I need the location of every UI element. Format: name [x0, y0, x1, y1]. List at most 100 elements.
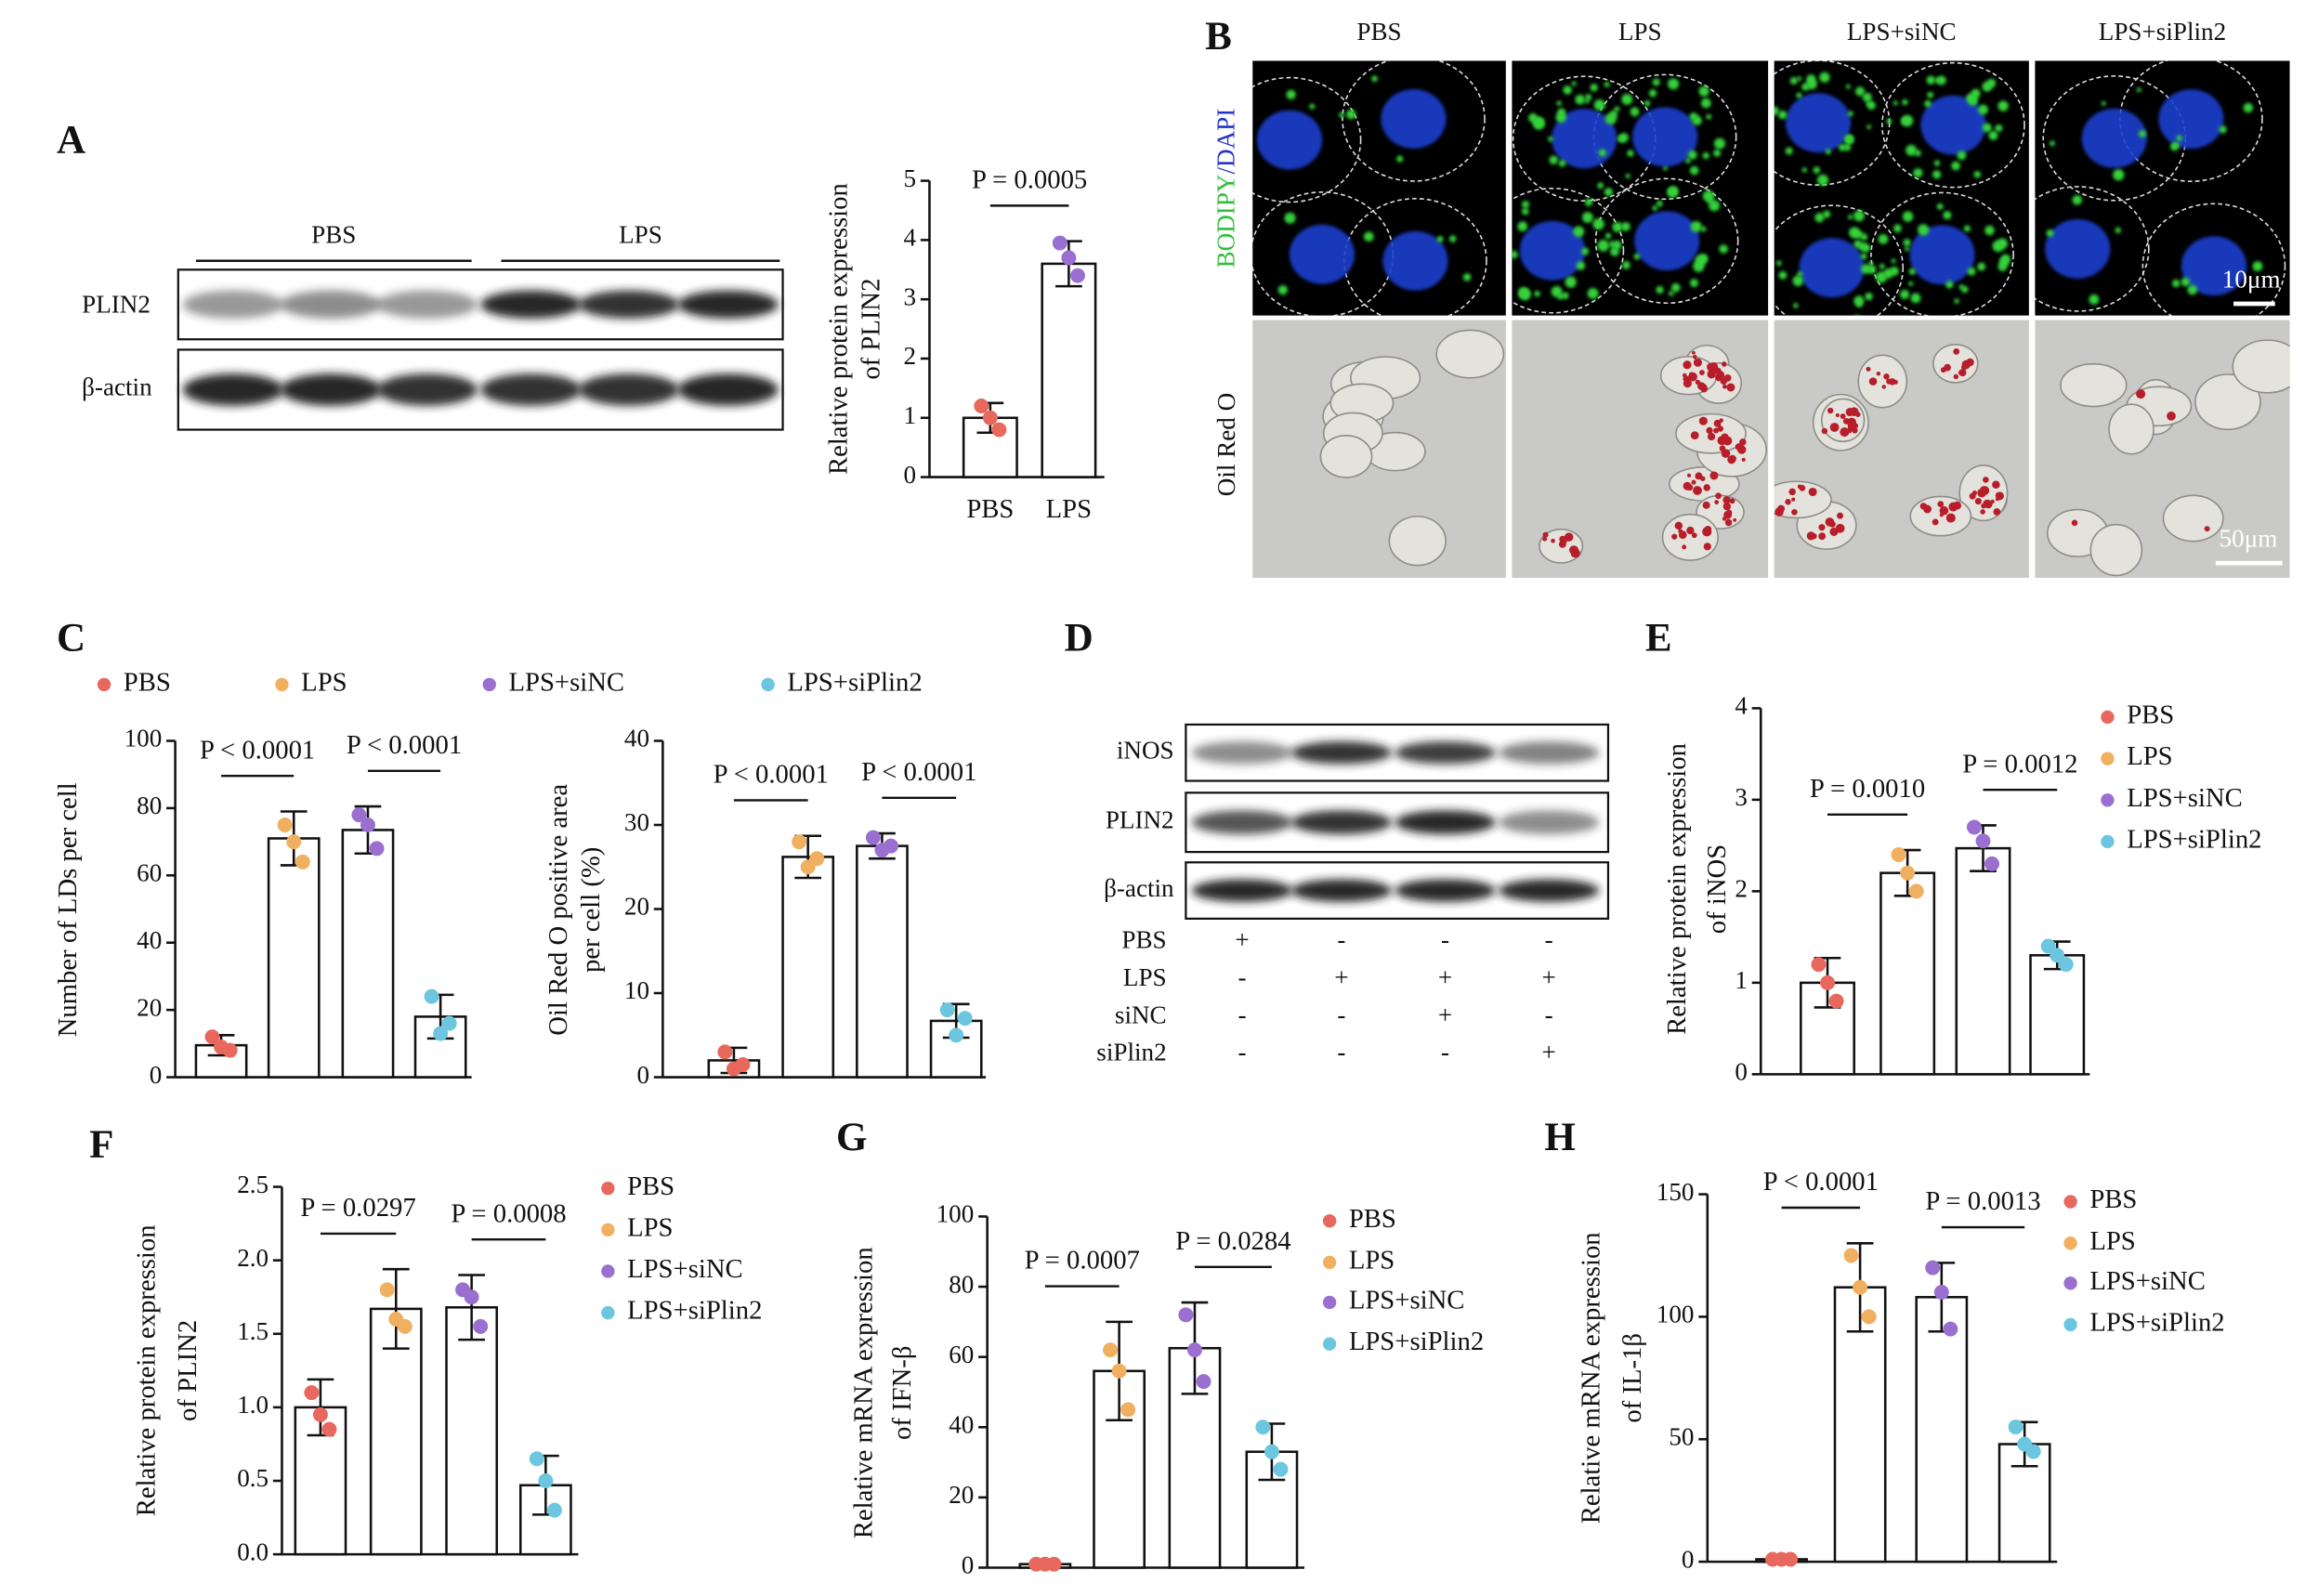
lipid-droplet — [1556, 100, 1562, 106]
lipid-droplet — [1555, 111, 1566, 123]
data-point — [379, 1282, 395, 1298]
lipid-droplet — [2000, 254, 2010, 264]
lipid-droplet — [1988, 130, 1998, 140]
y-tick-label: 2 — [1735, 875, 1748, 903]
lipid-droplet — [1284, 212, 1296, 224]
red-droplet — [1726, 509, 1733, 516]
lipid-droplet — [1792, 275, 1803, 286]
nucleus — [2158, 89, 2224, 150]
legend-label: LPS+siPlin2 — [627, 1296, 762, 1326]
error-bar — [382, 1267, 410, 1350]
lipid-droplet — [1364, 231, 1374, 242]
lipid-droplet — [1860, 233, 1868, 241]
red-droplet — [1971, 490, 1978, 496]
fluorescence-image — [2035, 60, 2290, 316]
lipid-droplet — [1667, 187, 1678, 198]
lipid-droplet — [1625, 173, 1631, 178]
bar — [1041, 262, 1097, 478]
stain-label: BODIPY/DAPI — [1212, 109, 1240, 268]
data-point — [351, 807, 367, 823]
blot-band — [480, 290, 582, 319]
blot-row-label: β-actin — [1104, 874, 1174, 902]
lipid-droplet — [1958, 284, 1964, 290]
lipid-droplet — [1534, 290, 1540, 297]
red-droplet — [1726, 383, 1735, 392]
red-droplet — [1983, 477, 1989, 483]
cell-outline — [2141, 203, 2286, 316]
red-droplet — [1703, 484, 1710, 491]
data-point — [360, 818, 375, 832]
fluorescence-image — [1774, 60, 2029, 316]
y-axis-label: Number of LDs per cell — [53, 782, 83, 1037]
legend-label: LPS — [2089, 1226, 2135, 1256]
lipid-droplet — [1286, 89, 1296, 100]
lipid-droplet — [1562, 293, 1568, 299]
nucleus — [2181, 236, 2247, 296]
lipid-droplet — [1633, 253, 1641, 260]
lipid-droplet — [1868, 261, 1873, 266]
lipid-droplet — [1436, 236, 1444, 242]
bar — [856, 844, 909, 1079]
red-droplet — [1558, 540, 1566, 548]
red-droplet — [1691, 479, 1696, 485]
data-point — [1111, 1363, 1127, 1379]
blot-band — [578, 290, 679, 319]
lipid-droplet — [1908, 268, 1916, 275]
legend-marker — [601, 1264, 615, 1278]
data-point — [792, 834, 807, 850]
x-tick-label: PBS — [966, 494, 1014, 524]
legend-marker — [2063, 1195, 2077, 1209]
bar — [1833, 1286, 1887, 1563]
lipid-droplet — [1848, 215, 1853, 220]
legend-label: PBS — [627, 1171, 674, 1201]
red-droplet — [1551, 538, 1555, 543]
legend-label: LPS+siNC — [2127, 783, 2243, 813]
lipid-droplet — [1903, 239, 1911, 247]
y-axis-label: Relative protein expression — [132, 1224, 162, 1516]
nucleus — [1634, 211, 1700, 271]
data-point — [441, 1015, 457, 1031]
condition-label: LPS — [1123, 963, 1167, 991]
lipid-droplet — [1581, 247, 1590, 255]
column-label: LPS+siPlin2 — [2099, 18, 2226, 46]
y-tick-label: 0 — [904, 461, 917, 489]
lipid-droplet — [1838, 143, 1846, 151]
lipid-droplet — [1557, 293, 1565, 300]
lipid-droplet — [1690, 279, 1698, 288]
cell-outline — [1252, 76, 1362, 203]
data-point — [1196, 1374, 1211, 1390]
lipid-droplet — [1963, 225, 1971, 232]
condition-label: PBS — [1121, 926, 1166, 954]
legend-label: PBS — [2089, 1184, 2137, 1214]
panel-label: A — [57, 119, 85, 163]
lipid-droplet — [1785, 147, 1793, 155]
y-tick-label: 1.5 — [237, 1317, 268, 1345]
red-droplet — [1868, 377, 1878, 386]
nucleus — [1382, 230, 1448, 291]
red-droplet — [1733, 517, 1737, 522]
red-droplet — [1741, 457, 1746, 462]
lipid-droplet — [1575, 94, 1585, 105]
red-droplet — [1706, 426, 1713, 435]
lipid-droplet — [1816, 174, 1829, 187]
lipid-droplet — [1621, 222, 1631, 231]
lipid-droplet — [2113, 169, 2125, 181]
red-droplet — [1564, 532, 1574, 542]
cell — [1857, 354, 1908, 409]
data-point — [1061, 250, 1077, 266]
lipid-droplet — [1893, 224, 1902, 233]
data-point — [546, 1502, 562, 1518]
condition-mark: + — [1438, 963, 1452, 991]
column-label: LPS+siNC — [1847, 18, 1957, 46]
lipid-droplet — [1663, 165, 1668, 171]
y-axis-label: of iNOS — [1702, 844, 1732, 934]
red-droplet — [1739, 438, 1747, 446]
y-axis-label: of PLIN2 — [856, 278, 885, 379]
lipid-droplet — [1548, 136, 1553, 142]
lipid-droplet — [1573, 226, 1585, 238]
lipid-droplet — [1977, 262, 1986, 271]
p-value: P = 0.0008 — [451, 1198, 566, 1228]
legend-label: LPS+siPlin2 — [2089, 1307, 2224, 1337]
red-droplet — [1827, 407, 1834, 414]
red-droplet — [1703, 543, 1711, 551]
